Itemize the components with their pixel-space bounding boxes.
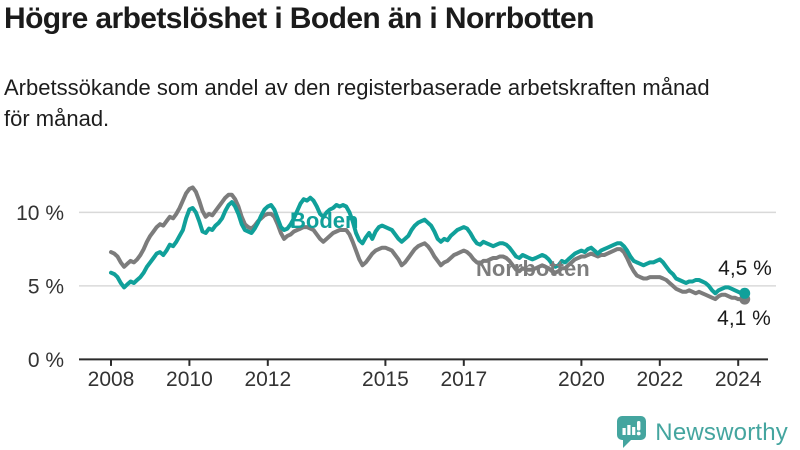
x-tick-label: 2024 [715, 368, 762, 391]
series-line-norrbotten [109, 185, 747, 302]
x-tick-label: 2020 [558, 368, 605, 391]
brand-name: Newsworthy [655, 418, 788, 446]
chart-subtitle: Arbetssökande som andel av den registerb… [4, 72, 710, 134]
chart-subtitle-line2: för månad. [4, 106, 110, 131]
x-tick-label: 2017 [440, 368, 487, 391]
x-tick-label: 2015 [362, 368, 409, 391]
x-tick-label: 2022 [636, 368, 683, 391]
chart-title: Högre arbetslöshet i Boden än i Norrbott… [4, 2, 594, 35]
end-value-label-boden: 4,5 % [718, 257, 772, 280]
data-lines [109, 185, 751, 305]
y-tick-label: 5 % [28, 275, 64, 298]
x-axis: 2008 2010 2012 2015 2017 2020 2022 2024 0 % 5 % 10… [16, 202, 768, 391]
x-tick-label: 2010 [166, 368, 213, 391]
x-tick-label: 2012 [244, 368, 291, 391]
bar-chart-bubble-icon [617, 416, 647, 448]
line-chart: 2008 2010 2012 2015 2017 2020 2022 2024 0 % 5 % 10… [16, 185, 776, 391]
series-label-norrbotten: Norrbotten [476, 256, 590, 281]
series-label-boden: Boden [290, 208, 358, 233]
y-tick-label: 10 % [16, 202, 64, 225]
end-dot-boden [739, 287, 751, 299]
y-tick-label: 0 % [28, 349, 64, 372]
x-tick-label: 2008 [88, 368, 135, 391]
series-line-boden [109, 195, 747, 296]
end-value-label-norrbotten: 4,1 % [717, 307, 771, 330]
chart-subtitle-line1: Arbetssökande som andel av den registerb… [4, 75, 710, 100]
newsworthy-logo[interactable]: Newsworthy [617, 416, 788, 449]
